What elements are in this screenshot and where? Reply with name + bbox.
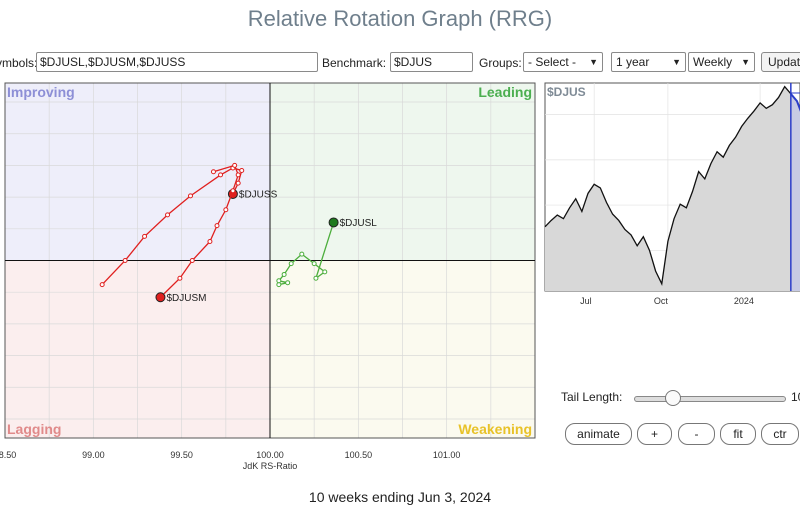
series-point	[276, 278, 282, 284]
tail-length-slider-handle[interactable]	[664, 390, 681, 406]
series-point	[188, 193, 193, 199]
footer-date-range: 10 weeks ending Jun 3, 2024	[308, 489, 492, 505]
series-point	[285, 280, 291, 286]
series-label: $DJUSL	[340, 218, 378, 229]
x-axis-label: JdK RS-Ratio	[243, 461, 298, 471]
x-tick-label: 99.00	[82, 450, 105, 460]
update-button[interactable]: Update	[761, 52, 800, 72]
groups-select-value: - Select -	[528, 55, 577, 69]
benchmark-price-chart: $DJUSJulOct2024Apr	[544, 82, 800, 306]
chevron-down-icon: ▼	[589, 57, 598, 67]
series-point	[313, 275, 319, 281]
series-point	[189, 258, 195, 263]
groups-select[interactable]: - Select - ▼	[523, 52, 603, 72]
series-point	[328, 217, 339, 228]
frequency-select[interactable]: Weekly ▼	[688, 52, 755, 72]
symbols-input[interactable]: $DJUSL,$DJUSM,$DJUSS	[36, 52, 318, 72]
price-x-tick-label: Jul	[580, 296, 592, 306]
leading-label: Leading	[478, 84, 532, 100]
series-point	[299, 251, 305, 257]
series-point	[142, 233, 148, 239]
tail-length-label: Tail Length:	[561, 390, 623, 404]
lagging-label: Lagging	[7, 421, 61, 437]
x-tick-label: 98.50	[0, 450, 16, 460]
series-point	[122, 258, 128, 263]
x-tick-label: 101.00	[433, 450, 461, 460]
price-x-tick-label: 2024	[734, 296, 754, 306]
series-point	[223, 207, 229, 213]
benchmark-input[interactable]: $DJUS	[390, 52, 473, 72]
series-point	[239, 167, 245, 173]
price-area-fill	[545, 86, 791, 291]
improving-label: Improving	[7, 84, 75, 100]
series-point	[165, 212, 171, 218]
benchmark-title: $DJUS	[547, 85, 586, 99]
x-tick-label: 99.50	[170, 450, 193, 460]
tail-length-value: 10	[791, 390, 800, 404]
series-point	[230, 188, 236, 194]
fit-button[interactable]: fit	[720, 423, 756, 445]
series-tail-line	[160, 164, 239, 298]
series-point	[207, 238, 213, 244]
symbols-label: Symbols:	[0, 56, 38, 70]
series-point	[281, 271, 287, 277]
page-title: Relative Rotation Graph (RRG)	[247, 6, 553, 31]
price-line-highlight	[790, 93, 800, 112]
chevron-down-icon: ▼	[672, 57, 681, 67]
rrg-chart: $DJUSS $DJUSM $DJUSL 98.50 99.00 99.50 100.00…	[0, 82, 536, 471]
benchmark-label: Benchmark:	[322, 56, 387, 70]
zoom-in-button[interactable]: +	[637, 423, 672, 445]
x-tick-label: 100.00	[256, 450, 284, 460]
center-button[interactable]: ctr	[761, 423, 799, 445]
series-tail-line	[101, 167, 243, 286]
period-select[interactable]: 1 year ▼	[611, 52, 686, 72]
series-label: $DJUSS	[239, 189, 278, 200]
frequency-select-value: Weekly	[693, 55, 733, 69]
x-tick-label: 100.50	[345, 450, 373, 460]
series-point	[288, 261, 294, 267]
weakening-label: Weakening	[458, 421, 532, 437]
groups-label: Groups:	[479, 56, 522, 70]
period-select-value: 1 year	[616, 55, 650, 69]
series-label: $DJUSM	[166, 293, 206, 304]
series-point	[311, 261, 317, 267]
series-point	[235, 172, 241, 178]
series-point	[155, 292, 166, 303]
series-point	[232, 162, 238, 168]
series-point	[177, 275, 183, 281]
price-highlight-fill	[790, 93, 800, 291]
series-point	[214, 223, 220, 229]
series-point	[99, 282, 105, 288]
series-point	[322, 269, 328, 275]
price-line	[544, 85, 792, 286]
animate-button[interactable]: animate	[565, 423, 632, 445]
series-point	[218, 172, 224, 178]
series-point	[210, 169, 216, 175]
tail-length-track[interactable]	[634, 396, 786, 402]
price-x-tick-label: Oct	[654, 296, 669, 306]
toolbar: Symbols: $DJUSL,$DJUSM,$DJUSS Benchmark:…	[0, 52, 800, 74]
series-tail-line	[277, 222, 335, 286]
series-point	[235, 180, 241, 186]
zoom-out-button[interactable]: -	[678, 423, 715, 445]
chevron-down-icon: ▼	[741, 57, 750, 67]
